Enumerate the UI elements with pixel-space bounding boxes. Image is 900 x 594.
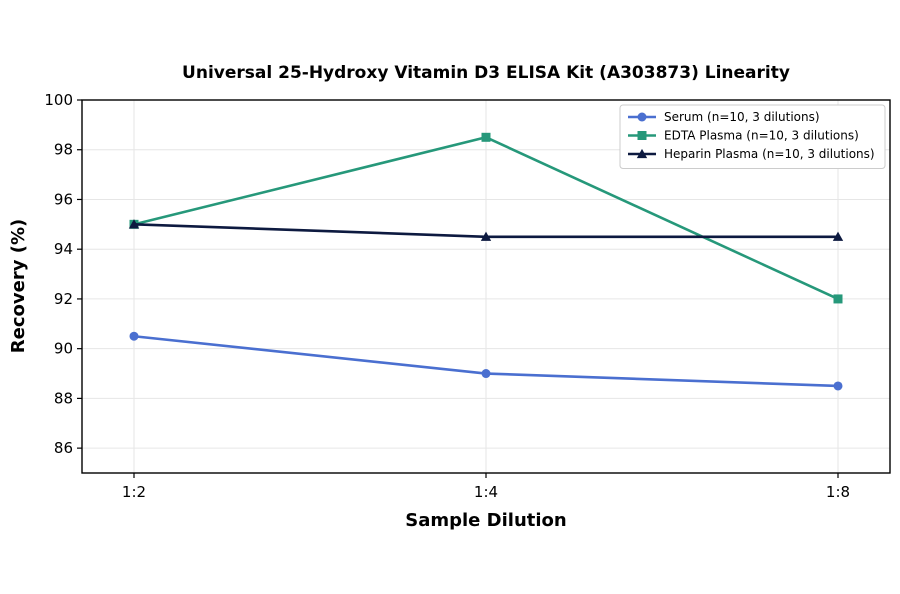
x-tick-label: 1:8 (826, 483, 850, 501)
y-tick-label: 94 (54, 240, 73, 258)
data-point (833, 294, 843, 304)
legend-marker (637, 131, 647, 140)
legend-label: EDTA Plasma (n=10, 3 dilutions) (664, 129, 859, 143)
y-tick-label: 88 (54, 389, 73, 407)
y-axis: 86 88 90 92 94 96 98 100 (44, 91, 82, 457)
data-point (832, 231, 844, 241)
x-tick-label: 1:4 (474, 483, 498, 501)
data-point (481, 132, 491, 142)
series-2 (128, 219, 844, 241)
series-layer (128, 132, 844, 391)
x-axis: 1:2 1:4 1:8 (122, 473, 850, 501)
y-tick-label: 98 (54, 141, 73, 159)
y-tick-label: 100 (44, 91, 73, 109)
data-point (128, 219, 140, 229)
legend-item: Serum (n=10, 3 dilutions) (628, 110, 820, 124)
data-point (129, 331, 139, 341)
y-tick-label: 86 (54, 439, 73, 457)
legend-item: EDTA Plasma (n=10, 3 dilutions) (628, 129, 859, 143)
data-point (481, 369, 491, 379)
legend-marker (637, 112, 647, 122)
legend-marker (636, 148, 648, 159)
x-tick-label: 1:2 (122, 483, 146, 501)
legend: Serum (n=10, 3 dilutions) EDTA Plasma (n=… (619, 104, 886, 169)
y-axis-label: Recovery (%) (8, 219, 29, 353)
legend-label: Serum (n=10, 3 dilutions) (664, 110, 820, 124)
legend-item: Heparin Plasma (n=10, 3 dilutions) (628, 147, 875, 161)
legend-label: Heparin Plasma (n=10, 3 dilutions) (664, 147, 875, 161)
data-point (833, 381, 843, 391)
y-tick-label: 90 (54, 340, 73, 358)
chart-title: Universal 25-Hydroxy Vitamin D3 ELISA Ki… (182, 63, 790, 83)
x-axis-label: Sample Dilution (405, 510, 566, 531)
series-0 (129, 331, 843, 391)
y-tick-label: 96 (54, 190, 73, 208)
data-point (480, 231, 492, 241)
y-tick-label: 92 (54, 290, 73, 308)
legend-box (619, 104, 886, 169)
